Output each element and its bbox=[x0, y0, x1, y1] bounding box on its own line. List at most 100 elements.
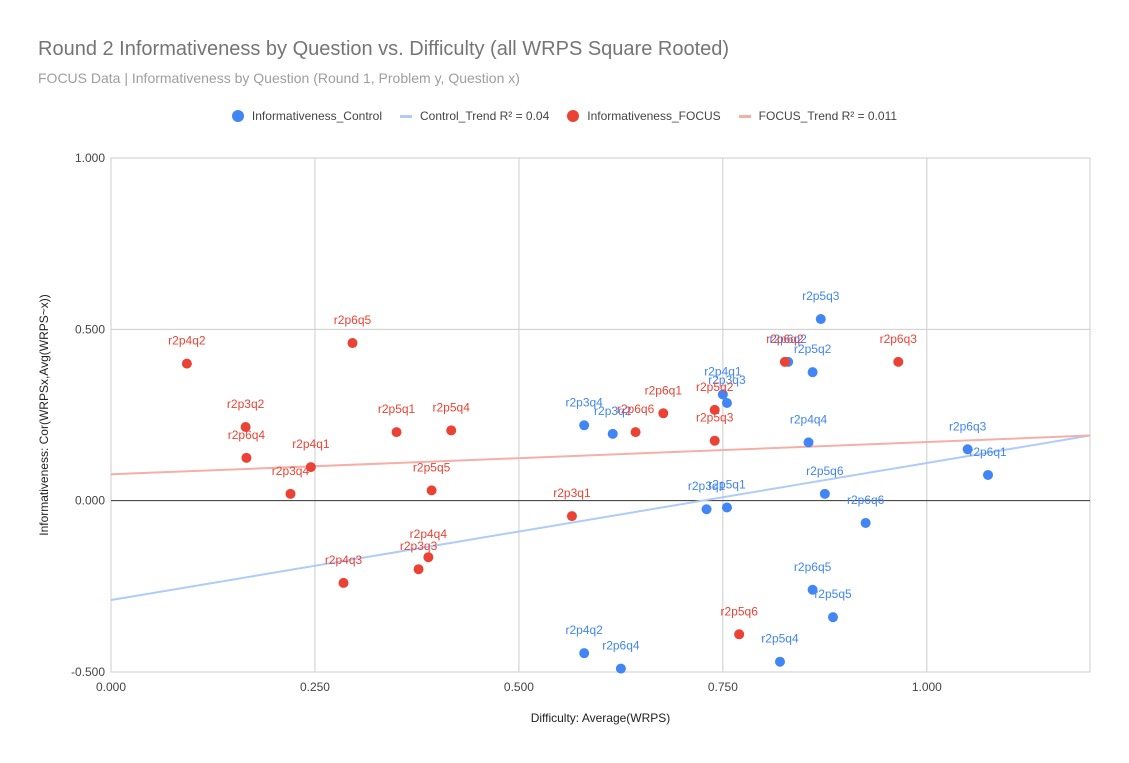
point-focus bbox=[181, 358, 192, 369]
point-label-focus: r2p6q4 bbox=[228, 428, 266, 442]
point-control bbox=[774, 656, 785, 667]
legend-label-control: Informativeness_Control bbox=[251, 109, 382, 123]
legend-label-focus: Informativeness_FOCUS bbox=[587, 109, 721, 123]
point-label-control: r2p6q4 bbox=[602, 639, 640, 653]
point-label-focus: r2p4q2 bbox=[168, 334, 206, 348]
point-control bbox=[701, 504, 712, 515]
point-focus bbox=[779, 356, 790, 367]
point-control bbox=[717, 389, 728, 400]
point-control bbox=[819, 488, 830, 499]
point-label-control: r2p6q2 bbox=[769, 332, 807, 346]
point-label-control: r2p5q1 bbox=[708, 478, 746, 492]
point-focus bbox=[305, 462, 316, 473]
point-label-focus: r2p4q3 bbox=[325, 553, 363, 567]
point-control bbox=[721, 398, 732, 409]
legend-item-control[interactable]: Informativeness_Control bbox=[231, 109, 382, 123]
legend-item-control-trend[interactable]: Control_Trend R² = 0.04 bbox=[399, 109, 550, 123]
legend-item-focus-trend[interactable]: FOCUS_Trend R² = 0.011 bbox=[738, 109, 897, 123]
legend-marker-focus bbox=[567, 110, 580, 122]
point-control bbox=[803, 437, 814, 448]
point-focus bbox=[446, 425, 457, 436]
y-tick-label: -0.500 bbox=[71, 665, 105, 679]
point-label-control: r2p6q3 bbox=[949, 419, 987, 433]
point-focus bbox=[630, 427, 641, 438]
x-axis-title: Difficulty: Average(WRPS) bbox=[531, 711, 671, 725]
point-label-focus: r2p5q5 bbox=[413, 460, 451, 474]
trendline-control bbox=[110, 434, 1091, 602]
point-label-focus: r2p4q4 bbox=[410, 527, 448, 541]
point-label-focus: r2p6q2 bbox=[766, 332, 804, 346]
x-tick-label: 0.250 bbox=[300, 680, 330, 694]
point-label-control: r2p5q4 bbox=[761, 632, 799, 646]
point-control bbox=[579, 648, 590, 659]
point-label-focus: r2p3q3 bbox=[400, 539, 438, 553]
y-tick-label: 0.000 bbox=[75, 494, 105, 508]
point-control bbox=[983, 469, 994, 480]
point-label-focus: r2p6q5 bbox=[334, 313, 372, 327]
point-control bbox=[721, 502, 732, 513]
point-label-focus: r2p3q1 bbox=[553, 486, 591, 500]
point-control bbox=[828, 612, 839, 623]
point-control bbox=[615, 663, 626, 674]
point-label-control: r2p5q2 bbox=[794, 342, 832, 356]
point-label-control: r2p5q3 bbox=[802, 289, 840, 303]
point-label-focus: r2p5q6 bbox=[721, 604, 759, 618]
point-focus bbox=[391, 427, 402, 438]
point-label-focus: r2p5q2 bbox=[696, 380, 734, 394]
point-focus bbox=[285, 488, 296, 499]
point-control bbox=[807, 584, 818, 595]
point-label-focus: r2p3q4 bbox=[272, 464, 310, 478]
point-label-control: r2p4q2 bbox=[565, 623, 603, 637]
point-focus bbox=[709, 435, 720, 446]
point-focus bbox=[709, 404, 720, 415]
point-control bbox=[962, 444, 973, 455]
legend-item-focus[interactable]: Informativeness_FOCUS bbox=[567, 109, 721, 123]
point-label-control: r2p3q4 bbox=[565, 395, 603, 409]
legend-label-control-trend: Control_Trend R² = 0.04 bbox=[419, 109, 550, 123]
x-tick-label: 0.500 bbox=[504, 680, 534, 694]
point-control bbox=[815, 314, 826, 325]
point-label-control: r2p4q1 bbox=[704, 364, 742, 378]
point-focus bbox=[658, 408, 669, 419]
point-focus bbox=[413, 564, 424, 575]
x-tick-label: 0.000 bbox=[96, 680, 126, 694]
point-label-focus: r2p5q3 bbox=[696, 411, 734, 425]
point-label-focus: r2p6q3 bbox=[880, 332, 918, 346]
legend: Informativeness_Control Control_Trend R²… bbox=[0, 109, 1129, 123]
point-label-control: r2p4q4 bbox=[790, 412, 828, 426]
trendline-focus bbox=[110, 434, 1091, 476]
point-focus bbox=[241, 452, 252, 463]
x-tick-label: 0.750 bbox=[708, 680, 738, 694]
point-focus bbox=[566, 511, 577, 522]
point-label-control: r2p5q6 bbox=[806, 464, 844, 478]
point-label-focus: r2p5q1 bbox=[378, 402, 416, 416]
point-label-focus: r2p4q1 bbox=[292, 437, 330, 451]
point-control bbox=[807, 367, 818, 378]
x-tick-label: 1.000 bbox=[912, 680, 942, 694]
legend-marker-control bbox=[231, 110, 244, 122]
y-tick-label: 1.000 bbox=[75, 151, 105, 165]
point-label-control: r2p6q5 bbox=[794, 560, 832, 574]
point-control bbox=[860, 517, 871, 528]
chart-title: Round 2 Informativeness by Question vs. … bbox=[38, 38, 730, 60]
point-label-focus: r2p5q4 bbox=[433, 400, 471, 414]
point-label-control: r2p3q2 bbox=[594, 404, 632, 418]
point-control bbox=[579, 420, 590, 431]
legend-marker-focus-trend bbox=[738, 114, 751, 118]
point-focus bbox=[347, 338, 358, 349]
point-focus bbox=[240, 421, 251, 432]
point-label-focus: r2p3q2 bbox=[227, 397, 265, 411]
point-focus bbox=[893, 356, 904, 367]
point-control bbox=[607, 428, 618, 439]
point-focus bbox=[426, 485, 437, 496]
point-focus bbox=[423, 552, 434, 563]
point-label-control: r2p3q3 bbox=[708, 373, 746, 387]
point-label-control: r2p3q1 bbox=[688, 479, 726, 493]
point-label-focus: r2p6q1 bbox=[645, 383, 683, 397]
point-focus bbox=[338, 577, 349, 588]
point-label-control: r2p6q6 bbox=[847, 493, 885, 507]
point-label-focus: r2p6q6 bbox=[617, 402, 655, 416]
legend-marker-control-trend bbox=[399, 114, 412, 118]
point-label-control: r2p5q5 bbox=[814, 587, 852, 601]
